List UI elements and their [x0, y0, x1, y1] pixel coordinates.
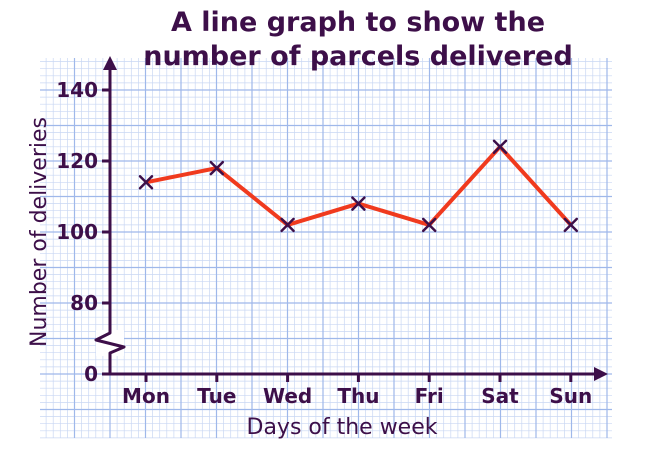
chart-title-line-1: A line graph to show the: [171, 7, 545, 38]
x-axis-label: Days of the week: [247, 415, 438, 440]
data-point-mon: [138, 175, 154, 190]
chart-title-line-2: number of parcels delivered: [143, 41, 573, 72]
x-tick-label-sat: Sat: [481, 384, 519, 408]
y-axis-arrow: [103, 56, 117, 70]
y-tick-label-100: 100: [56, 220, 98, 244]
y-tick-label-0: 0: [84, 362, 98, 386]
y-tick-label-120: 120: [56, 149, 98, 173]
y-axis-break-icon: [94, 326, 126, 358]
y-tick-label-140: 140: [56, 78, 98, 102]
y-axis-label: Number of deliveries: [27, 117, 52, 347]
y-ticks: 0 80 100 120 140: [56, 78, 110, 386]
data-point-thu: [351, 196, 366, 211]
x-tick-label-mon: Mon: [122, 384, 170, 408]
x-tick-label-sun: Sun: [549, 384, 592, 408]
data-point-wed: [280, 217, 295, 233]
grid: [40, 58, 612, 439]
x-axis-arrow: [594, 367, 608, 381]
x-tick-label-wed: Wed: [263, 384, 312, 408]
series: [138, 139, 579, 233]
data-point-tue: [209, 160, 225, 176]
data-point-sun: [563, 217, 579, 233]
x-tick-label-fri: Fri: [415, 384, 444, 408]
data-point-fri: [421, 217, 437, 233]
y-tick-label-80: 80: [70, 291, 98, 315]
data-point-sat: [492, 139, 508, 155]
x-tick-label-thu: Thu: [337, 384, 379, 408]
axes: [94, 56, 608, 381]
x-tick-label-tue: Tue: [197, 384, 236, 408]
x-ticks: Mon Tue Wed Thu Fri Sat Sun: [122, 374, 592, 408]
